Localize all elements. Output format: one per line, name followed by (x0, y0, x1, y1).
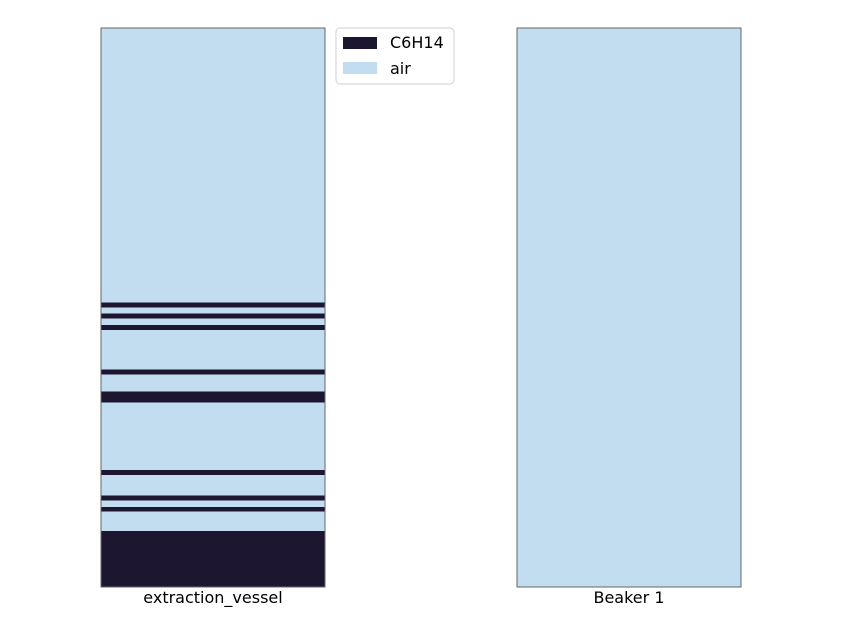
layer-c6h14-12 (101, 324, 325, 330)
vessels (100, 27, 742, 588)
layer-c6h14-0 (101, 531, 325, 587)
layer-c6h14-16 (101, 302, 325, 308)
legend-swatch-c6h14 (343, 37, 377, 49)
layer-air-0 (517, 28, 741, 587)
layer-c6h14-14 (101, 313, 325, 319)
vessel-frame-beaker-1 (516, 27, 742, 588)
layer-c6h14-8 (101, 391, 325, 403)
legend-label-air: air (390, 59, 411, 78)
layer-c6h14-2 (101, 507, 325, 512)
layer-air-17 (101, 28, 325, 303)
layer-air-13 (101, 318, 325, 325)
x-tick-label-extraction-vessel: extraction_vessel (143, 588, 282, 608)
layer-c6h14-6 (101, 470, 325, 476)
layer-c6h14-10 (101, 369, 325, 375)
layer-air-5 (101, 475, 325, 496)
layer-air-1 (101, 511, 325, 532)
x-tick-label-beaker-1: Beaker 1 (593, 588, 664, 607)
layer-air-11 (101, 329, 325, 370)
layer-air-7 (101, 402, 325, 471)
layer-air-3 (101, 500, 325, 508)
layer-air-9 (101, 374, 325, 392)
legend-swatch-air (343, 62, 377, 74)
vessel-extraction-vessel (100, 27, 326, 588)
vessel-beaker-1 (516, 27, 742, 588)
vessel-frame-extraction-vessel (100, 27, 326, 588)
layer-air-15 (101, 307, 325, 314)
legend-label-c6h14: C6H14 (390, 33, 444, 52)
legend: C6H14 air (335, 27, 455, 85)
layer-c6h14-4 (101, 495, 325, 501)
